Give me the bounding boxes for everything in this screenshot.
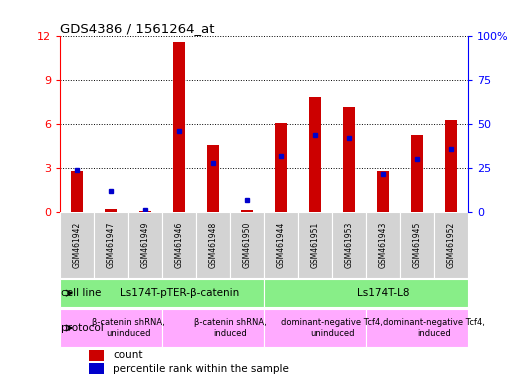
Bar bbox=[411, 134, 423, 212]
Bar bbox=[241, 210, 253, 212]
Text: GSM461942: GSM461942 bbox=[73, 222, 82, 268]
Bar bbox=[309, 96, 321, 212]
FancyBboxPatch shape bbox=[60, 309, 162, 347]
Bar bbox=[207, 145, 219, 212]
FancyBboxPatch shape bbox=[196, 212, 230, 278]
Text: GSM461943: GSM461943 bbox=[379, 222, 388, 268]
FancyBboxPatch shape bbox=[434, 212, 468, 278]
FancyBboxPatch shape bbox=[94, 212, 128, 278]
Bar bbox=[445, 120, 457, 212]
FancyBboxPatch shape bbox=[298, 212, 332, 278]
Text: dominant-negative Tcf4,
uninduced: dominant-negative Tcf4, uninduced bbox=[281, 318, 383, 338]
Text: GSM461950: GSM461950 bbox=[243, 222, 252, 268]
Bar bbox=[71, 171, 83, 212]
Text: β-catenin shRNA,
induced: β-catenin shRNA, induced bbox=[194, 318, 267, 338]
Text: GSM461953: GSM461953 bbox=[345, 222, 354, 268]
Text: cell line: cell line bbox=[61, 288, 101, 298]
Text: GSM461946: GSM461946 bbox=[175, 222, 184, 268]
Text: GSM461952: GSM461952 bbox=[447, 222, 456, 268]
Text: GSM461949: GSM461949 bbox=[141, 222, 150, 268]
Bar bbox=[89, 363, 104, 374]
FancyBboxPatch shape bbox=[264, 212, 298, 278]
Text: dominant-negative Tcf4,
induced: dominant-negative Tcf4, induced bbox=[383, 318, 485, 338]
FancyBboxPatch shape bbox=[230, 212, 264, 278]
FancyBboxPatch shape bbox=[60, 279, 264, 307]
Text: GSM461945: GSM461945 bbox=[413, 222, 422, 268]
Text: GSM461944: GSM461944 bbox=[277, 222, 286, 268]
FancyBboxPatch shape bbox=[264, 309, 366, 347]
Bar bbox=[89, 350, 104, 361]
Text: GDS4386 / 1561264_at: GDS4386 / 1561264_at bbox=[60, 22, 214, 35]
Bar bbox=[377, 171, 389, 212]
Text: protocol: protocol bbox=[61, 323, 104, 333]
Text: GSM461947: GSM461947 bbox=[107, 222, 116, 268]
Text: count: count bbox=[113, 350, 143, 360]
FancyBboxPatch shape bbox=[60, 212, 94, 278]
FancyBboxPatch shape bbox=[366, 212, 400, 278]
Bar bbox=[343, 107, 355, 212]
FancyBboxPatch shape bbox=[332, 212, 366, 278]
Text: GSM461951: GSM461951 bbox=[311, 222, 320, 268]
Bar bbox=[275, 123, 287, 212]
Text: β-catenin shRNA,
uninduced: β-catenin shRNA, uninduced bbox=[92, 318, 165, 338]
Text: GSM461948: GSM461948 bbox=[209, 222, 218, 268]
FancyBboxPatch shape bbox=[400, 212, 434, 278]
FancyBboxPatch shape bbox=[128, 212, 162, 278]
FancyBboxPatch shape bbox=[366, 309, 468, 347]
Text: percentile rank within the sample: percentile rank within the sample bbox=[113, 364, 289, 374]
FancyBboxPatch shape bbox=[162, 309, 264, 347]
FancyBboxPatch shape bbox=[162, 212, 196, 278]
Text: Ls174T-pTER-β-catenin: Ls174T-pTER-β-catenin bbox=[119, 288, 239, 298]
Bar bbox=[173, 42, 185, 212]
FancyBboxPatch shape bbox=[264, 279, 468, 307]
Bar bbox=[105, 209, 117, 212]
Text: Ls174T-L8: Ls174T-L8 bbox=[357, 288, 410, 298]
